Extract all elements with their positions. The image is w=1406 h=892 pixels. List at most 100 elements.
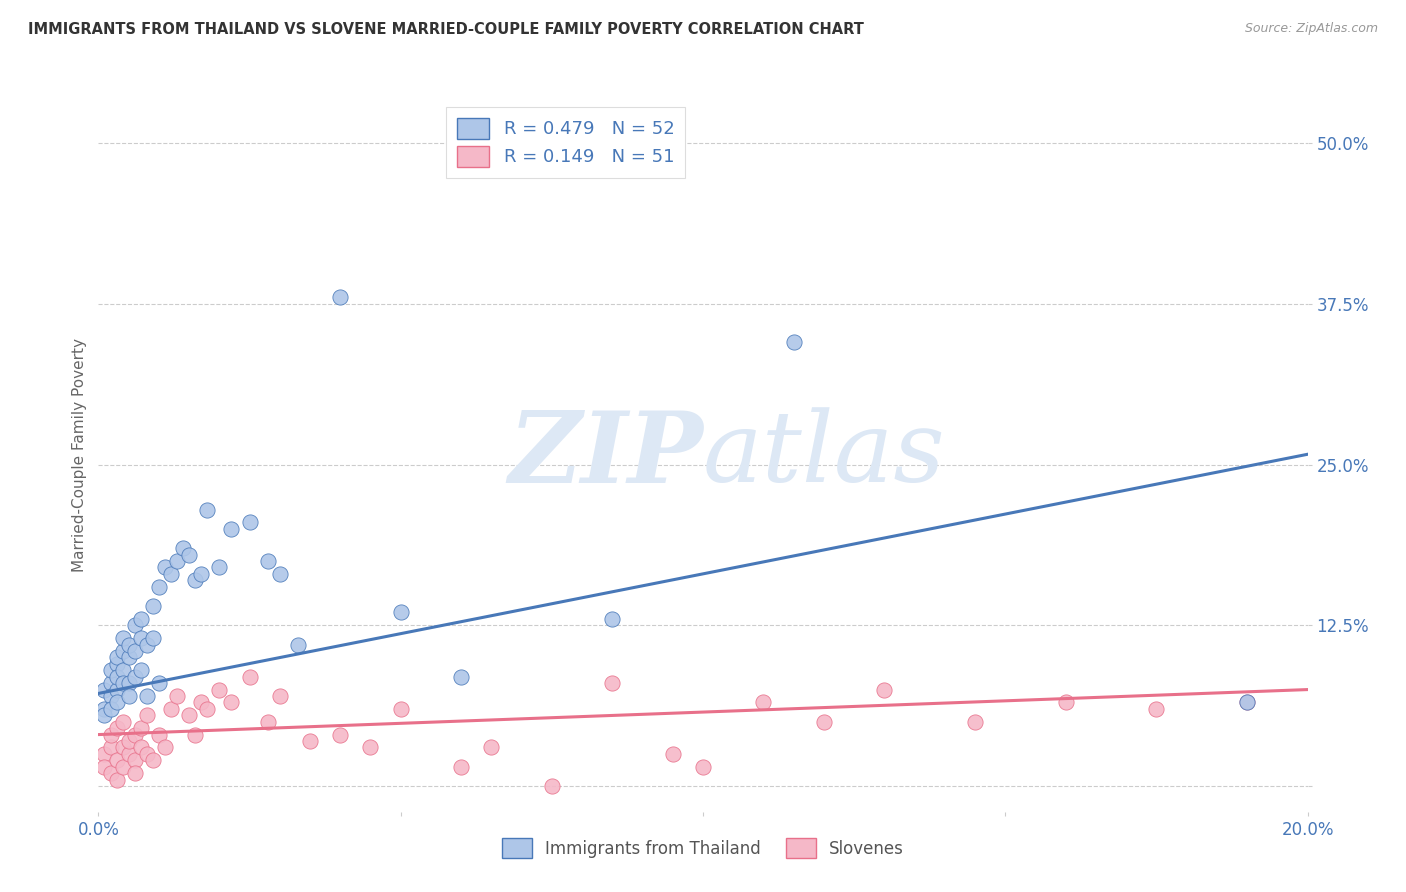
Point [111,631,134,645]
Point [118,650,141,665]
Point [195,702,218,716]
Point [389,606,412,620]
Point [160,566,183,581]
Point [118,638,141,652]
Point [148,676,170,690]
Point [239,516,262,530]
Point [100,740,122,755]
Legend: Immigrants from Thailand, Slovenes: Immigrants from Thailand, Slovenes [492,829,914,868]
Point [153,740,176,755]
Point [124,644,146,658]
Point [148,580,170,594]
Point [329,728,352,742]
Point [93,747,115,761]
Point [256,554,278,568]
Point [692,760,714,774]
Point [752,695,775,709]
Text: IMMIGRANTS FROM THAILAND VS SLOVENE MARRIED-COUPLE FAMILY POVERTY CORRELATION CH: IMMIGRANTS FROM THAILAND VS SLOVENE MARR… [28,22,865,37]
Point [329,290,352,304]
Text: atlas: atlas [703,408,946,502]
Point [124,670,146,684]
Point [360,740,382,755]
Point [142,599,165,613]
Text: Source: ZipAtlas.com: Source: ZipAtlas.com [1244,22,1378,36]
Point [129,631,152,645]
Point [148,728,170,742]
Point [105,721,128,735]
Point [135,708,157,723]
Point [602,676,624,690]
Point [111,644,134,658]
Point [166,689,188,703]
Point [269,566,291,581]
Point [129,740,152,755]
Point [450,670,472,684]
Point [100,766,122,780]
Point [93,682,115,697]
Point [166,554,188,568]
Point [965,714,987,729]
Point [239,670,262,684]
Point [105,650,128,665]
Point [221,695,243,709]
Point [1236,695,1258,709]
Point [135,638,157,652]
Point [184,728,207,742]
Point [129,721,152,735]
Point [105,657,128,671]
Text: ZIP: ZIP [508,407,703,503]
Point [269,689,291,703]
Point [481,740,503,755]
Point [105,670,128,684]
Point [129,612,152,626]
Point [93,760,115,774]
Point [208,682,231,697]
Point [111,714,134,729]
Point [129,663,152,677]
Point [135,747,157,761]
Point [111,663,134,677]
Point [124,728,146,742]
Point [111,760,134,774]
Point [172,541,194,556]
Point [195,502,218,516]
Point [118,676,141,690]
Point [118,734,141,748]
Point [100,702,122,716]
Point [540,779,562,793]
Point [124,766,146,780]
Point [100,663,122,677]
Point [208,560,231,574]
Point [1144,702,1167,716]
Point [153,560,176,574]
Point [160,702,183,716]
Point [177,548,201,562]
Point [118,689,141,703]
Point [142,631,165,645]
Point [190,566,212,581]
Point [184,574,207,588]
Point [105,695,128,709]
Point [100,728,122,742]
Point [1054,695,1077,709]
Point [299,734,322,748]
Point [105,682,128,697]
Point [93,702,115,716]
Point [100,676,122,690]
Point [287,638,309,652]
Point [93,708,115,723]
Y-axis label: Married-Couple Family Poverty: Married-Couple Family Poverty [72,338,87,572]
Point [100,689,122,703]
Point [111,740,134,755]
Point [873,682,896,697]
Point [124,753,146,767]
Point [190,695,212,709]
Point [177,708,201,723]
Point [118,747,141,761]
Point [661,747,683,761]
Point [389,702,412,716]
Point [142,753,165,767]
Point [105,753,128,767]
Point [1236,695,1258,709]
Point [111,676,134,690]
